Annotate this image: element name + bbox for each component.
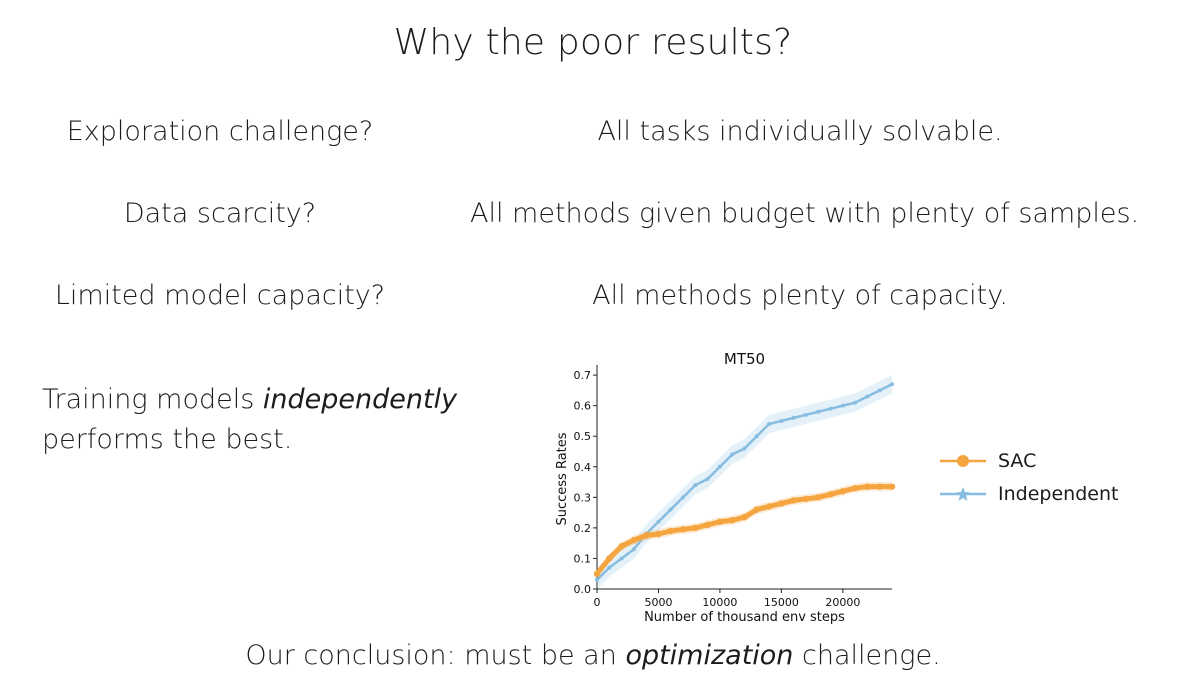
data-point-independent	[693, 483, 698, 488]
conclusion-post: challenge.	[793, 640, 941, 671]
x-tick-label: 0	[594, 596, 601, 609]
question-exploration: Exploration challenge?	[66, 116, 374, 147]
data-point-sac	[729, 517, 736, 524]
data-point-independent	[791, 415, 796, 420]
answer-exploration: All tasks individually solvable.	[597, 116, 1003, 147]
data-point-sac	[827, 491, 834, 498]
conclusion-emphasis: optimization	[625, 640, 794, 671]
y-tick-label: 0.7	[574, 369, 592, 382]
data-point-sac	[655, 530, 662, 538]
data-point-sac	[778, 500, 785, 507]
data-point-sac	[679, 526, 687, 533]
y-tick-label: 0.5	[574, 430, 592, 443]
legend-marker-sac	[940, 455, 986, 467]
data-point-sac	[606, 555, 613, 562]
data-point-independent	[816, 409, 821, 414]
y-tick-label: 0.6	[574, 400, 592, 413]
answer-model-capacity: All methods plenty of capacity.	[592, 280, 1008, 311]
data-point-sac	[753, 506, 760, 513]
data-point-independent	[668, 507, 673, 512]
note-line-2: performs the best.	[42, 424, 293, 455]
data-point-independent	[595, 577, 599, 582]
data-point-independent	[681, 495, 686, 500]
data-point-sac	[864, 483, 871, 490]
conclusion-pre: Our conclusion: must be an	[245, 640, 626, 671]
y-tick-label: 0.4	[574, 461, 592, 474]
note-emphasis: independently	[262, 384, 458, 415]
x-tick-label: 20000	[825, 596, 860, 609]
note-line-1: Training models independently	[42, 380, 457, 420]
answer-data-scarcity: All methods given budget with plenty of …	[470, 198, 1140, 229]
data-point-sac	[642, 532, 650, 539]
data-point-independent	[607, 565, 612, 570]
data-point-independent	[742, 446, 747, 451]
data-point-independent	[656, 519, 661, 524]
data-point-independent	[853, 400, 858, 405]
x-tick-label: 15000	[764, 596, 799, 609]
data-point-sac	[618, 543, 625, 550]
y-tick-label: 0.2	[574, 522, 592, 535]
data-point-independent	[890, 382, 894, 387]
independent-training-note: Training models independently performs t…	[42, 380, 457, 460]
series-line-sac	[594, 484, 895, 577]
data-point-independent	[631, 547, 636, 552]
data-point-sac	[704, 521, 711, 529]
data-point-sac	[765, 503, 773, 510]
data-point-sac	[839, 488, 847, 495]
data-point-sac	[692, 524, 699, 532]
data-point-independent	[828, 406, 833, 411]
legend-label-independent: Independent	[998, 483, 1119, 505]
data-point-sac	[593, 570, 601, 577]
x-axis-label: Number of thousand env steps	[644, 610, 845, 625]
data-point-independent	[767, 422, 772, 426]
note-text: Training models	[42, 384, 263, 415]
data-point-independent	[803, 412, 808, 417]
legend-label-sac: SAC	[998, 450, 1037, 472]
data-point-sac	[790, 497, 797, 504]
legend-marker-independent	[940, 487, 986, 501]
chart-title: MT50	[724, 350, 765, 368]
series-band-sac	[597, 482, 892, 579]
y-tick-label: 0.0	[574, 583, 592, 596]
data-point-independent	[619, 556, 624, 561]
question-model-capacity: Limited model capacity?	[54, 280, 386, 311]
slide-title: Why the poor results?	[393, 22, 793, 63]
data-point-independent	[840, 403, 845, 408]
data-point-independent	[865, 394, 870, 399]
data-point-independent	[779, 418, 784, 423]
data-point-independent	[754, 434, 759, 439]
y-tick-label: 0.3	[574, 491, 592, 504]
conclusion-text: Our conclusion: must be an optimization …	[0, 640, 1186, 671]
series-band-independent	[597, 375, 892, 589]
data-point-sac	[741, 513, 748, 521]
y-tick-label: 0.1	[574, 552, 592, 565]
data-point-sac	[851, 484, 859, 492]
data-point-sac	[802, 495, 810, 503]
data-point-sac	[815, 494, 822, 501]
data-point-sac	[630, 536, 638, 544]
data-point-independent	[730, 452, 735, 457]
x-tick-label: 10000	[702, 596, 737, 609]
data-point-sac	[888, 483, 896, 490]
data-point-sac	[667, 527, 674, 535]
x-tick-label: 5000	[644, 596, 672, 609]
data-point-independent	[877, 388, 882, 393]
data-point-independent	[717, 464, 722, 469]
data-point-sac	[716, 518, 724, 525]
mt50-chart: MT50 0.0 0.1 0.2 0.3 0.4 0.5 0.6 0.7 0 5000 10000 15…	[555, 350, 896, 625]
data-point-sac	[876, 483, 883, 490]
y-axis-label: Success Rates	[555, 432, 570, 525]
question-data-scarcity: Data scarcity?	[123, 198, 317, 229]
data-point-independent	[705, 477, 710, 481]
